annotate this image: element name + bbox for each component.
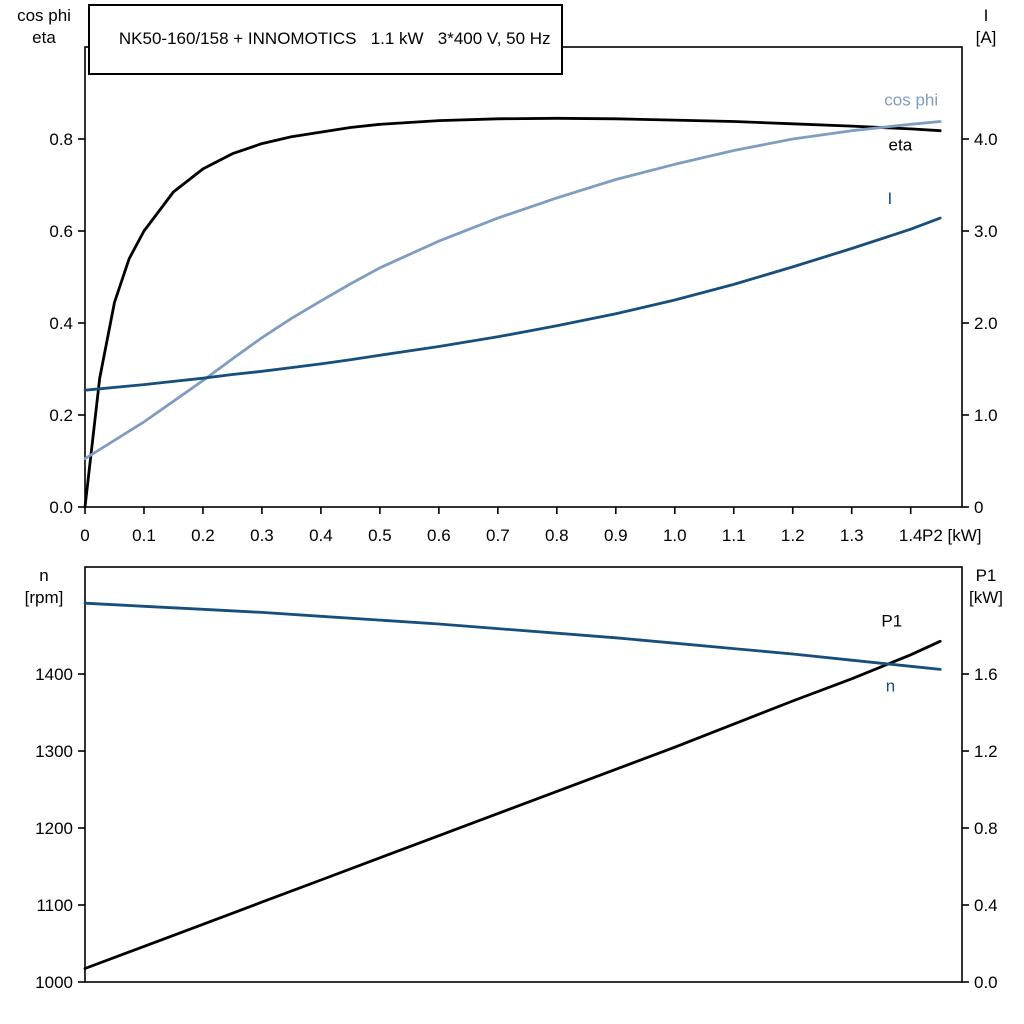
x-tick-label: 0.1 [132,526,156,545]
series-label-eta: eta [889,136,913,155]
x-tick-label: 1.0 [663,526,687,545]
x-tick-label: 0.3 [250,526,274,545]
x-tick-label: 0.9 [604,526,628,545]
chart-title-box: NK50-160/158 + INNOMOTICS 1.1 kW 3*400 V… [88,4,563,75]
x-tick-label: 0.8 [545,526,569,545]
series-label-n: n [886,676,895,695]
left-tick-label: 0.6 [49,222,73,241]
left-tick-label: 1300 [35,742,73,761]
x-tick-label: 0.6 [427,526,451,545]
right-tick-label: 0.8 [974,819,998,838]
series-label-p1: P1 [881,611,902,630]
chart-title: NK50-160/158 + INNOMOTICS 1.1 kW 3*400 V… [118,29,551,48]
axis-title-line: cos phi [17,6,71,25]
x-tick-label: 1.3 [840,526,864,545]
x-tick-label: 1.2 [781,526,805,545]
left-tick-label: 0.2 [49,406,73,425]
right-tick-label: 2.0 [974,314,998,333]
right-tick-label: 1.0 [974,406,998,425]
series-label-cos-phi: cos phi [884,91,938,110]
x-tick-label: 0.7 [486,526,510,545]
x-tick-label: 1.4 [899,526,923,545]
left-tick-label: 1400 [35,665,73,684]
right-tick-label: 0.4 [974,896,998,915]
x-tick-label: 0 [80,526,89,545]
axis-title-current: I [A] [958,5,1014,49]
x-tick-label: 0.5 [368,526,392,545]
axis-title-line: n [39,566,49,585]
series-label-i: I [887,189,892,208]
axis-title-line: [rpm] [24,588,64,607]
left-tick-label: 1100 [36,896,73,915]
right-tick-label: 1.2 [974,742,998,761]
series-cos-phi [83,120,942,461]
left-tick-label: 0.8 [49,130,73,149]
left-tick-label: 1000 [35,973,73,992]
left-tick-label: 0.0 [49,498,73,517]
axis-title-line: [A] [975,28,997,47]
right-tick-label: 4.0 [974,130,998,149]
x-tick-label: 1.1 [722,526,746,545]
axis-title-line: I [983,6,989,25]
axis-title-cosphi-eta: cos phi eta [6,5,82,49]
series-eta [83,116,942,509]
axis-title-speed: n [rpm] [6,565,82,609]
right-tick-label: 1.6 [974,665,998,684]
series-p1 [83,639,942,970]
x-tick-label: 0.2 [191,526,215,545]
series-n [83,601,942,671]
series-i [83,216,942,392]
right-tick-label: 0.0 [974,973,998,992]
axis-title-line: eta [32,28,56,47]
left-tick-label: 1200 [35,819,73,838]
x-axis-label: P2 [kW] [922,526,982,545]
plot-frame [84,46,963,508]
axis-title-line: P1 [975,566,997,585]
right-tick-label: 3.0 [974,222,998,241]
axis-title-line: [kW] [969,588,1003,607]
right-tick-label: 0 [974,498,983,517]
plot-frame [84,566,963,983]
x-tick-label: 0.4 [309,526,333,545]
left-tick-label: 0.4 [49,314,73,333]
axis-title-p1: P1 [kW] [958,565,1014,609]
